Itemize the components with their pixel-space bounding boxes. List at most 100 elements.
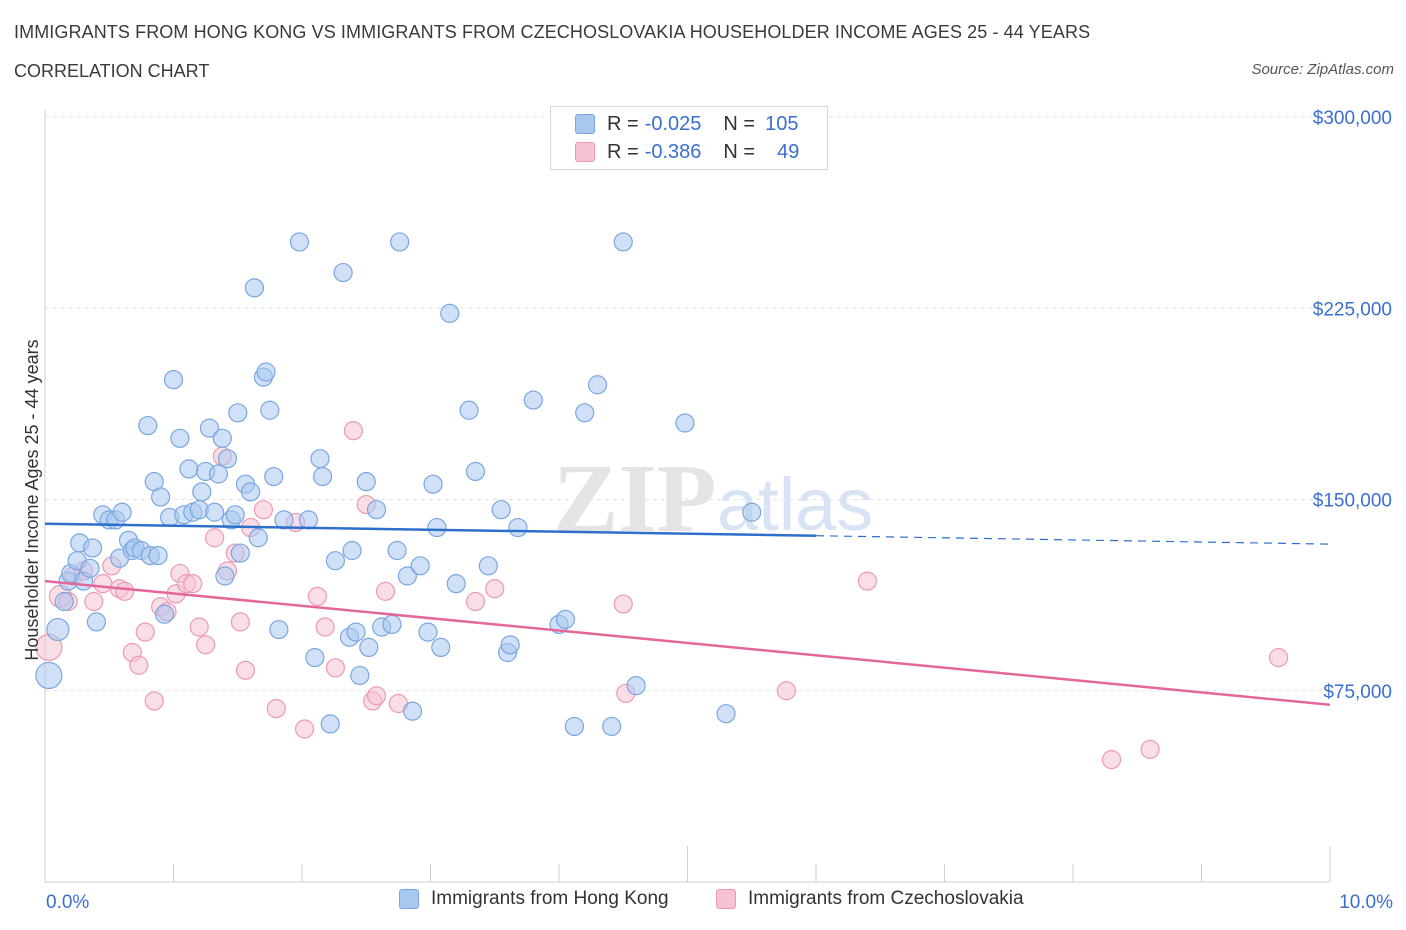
point-hong-kong xyxy=(587,375,608,395)
point-hong-kong xyxy=(555,609,576,629)
y-tick-label: $225,000 xyxy=(1313,299,1392,320)
legend-swatch-czechoslovakia xyxy=(716,889,736,909)
y-tick-label: $150,000 xyxy=(1313,491,1392,512)
point-hong-kong xyxy=(54,591,74,612)
point-hong-kong xyxy=(205,502,225,522)
r-value: -0.386 xyxy=(644,140,702,163)
point-hong-kong xyxy=(523,390,543,410)
swatch-czechoslovakia xyxy=(575,142,595,162)
trend-line-hong-kong xyxy=(44,522,817,537)
point-czechoslovakia xyxy=(205,528,225,548)
point-hong-kong xyxy=(260,400,280,420)
point-czechoslovakia xyxy=(115,581,135,601)
point-hong-kong xyxy=(440,303,460,323)
point-hong-kong xyxy=(112,502,132,522)
source-credit: Source: ZipAtlas.com xyxy=(1251,61,1394,78)
point-hong-kong xyxy=(163,370,184,390)
point-hong-kong xyxy=(170,428,190,448)
legend-item-hong-kong[interactable]: Immigrants from Hong Kong xyxy=(399,888,669,910)
point-hong-kong xyxy=(387,540,407,561)
watermark: ZIP atlas xyxy=(553,445,873,553)
point-hong-kong xyxy=(46,617,70,642)
point-czechoslovakia xyxy=(1268,647,1289,668)
point-hong-kong xyxy=(298,510,319,530)
point-hong-kong xyxy=(82,538,103,558)
point-czechoslovakia xyxy=(266,698,286,719)
watermark-zip: ZIP xyxy=(553,445,716,553)
point-hong-kong xyxy=(151,487,171,507)
r-value: -0.025 xyxy=(644,112,702,135)
point-hong-kong xyxy=(356,472,376,492)
point-hong-kong xyxy=(342,540,362,561)
watermark-atlas: atlas xyxy=(717,463,873,546)
point-hong-kong xyxy=(491,500,511,520)
y-tick-label: $300,000 xyxy=(1313,108,1392,129)
point-hong-kong xyxy=(80,558,100,578)
point-hong-kong xyxy=(248,528,268,548)
y-axis-title: Householder Income Ages 25 - 44 years xyxy=(22,339,42,660)
point-hong-kong xyxy=(269,619,289,640)
y-tick-label: $75,000 xyxy=(1323,682,1392,703)
point-czechoslovakia xyxy=(366,686,387,706)
point-hong-kong xyxy=(312,466,333,487)
point-czechoslovakia xyxy=(84,591,104,612)
point-hong-kong xyxy=(478,556,498,576)
point-czechoslovakia xyxy=(343,421,363,441)
point-czechoslovakia xyxy=(307,586,328,607)
point-hong-kong xyxy=(716,704,736,724)
point-hong-kong xyxy=(217,449,238,469)
point-hong-kong xyxy=(320,714,340,734)
point-czechoslovakia xyxy=(230,612,250,632)
chart-title: IMMIGRANTS FROM HONG KONG VS IMMIGRANTS … xyxy=(14,22,1091,42)
point-czechoslovakia xyxy=(465,591,486,612)
point-hong-kong xyxy=(410,556,430,576)
point-hong-kong xyxy=(199,418,220,438)
point-czechoslovakia xyxy=(135,622,155,642)
point-hong-kong xyxy=(346,622,366,642)
point-czechoslovakia xyxy=(294,719,315,739)
point-hong-kong xyxy=(359,637,379,658)
point-hong-kong xyxy=(228,403,248,423)
point-hong-kong xyxy=(274,510,294,530)
n-label: N = xyxy=(723,140,756,163)
x-tick-label: 0.0% xyxy=(46,892,89,913)
point-hong-kong xyxy=(148,545,168,566)
point-czechoslovakia xyxy=(196,635,216,655)
point-hong-kong xyxy=(256,362,276,382)
point-hong-kong xyxy=(179,459,199,479)
point-czechoslovakia xyxy=(613,594,633,614)
point-hong-kong xyxy=(402,701,423,721)
point-czechoslovakia xyxy=(325,658,346,678)
trend-line-czechoslovakia xyxy=(44,579,1331,707)
point-hong-kong xyxy=(459,400,479,420)
chart-subtitle: CORRELATION CHART xyxy=(14,61,210,81)
point-hong-kong xyxy=(350,665,370,686)
point-hong-kong xyxy=(244,278,265,298)
point-hong-kong xyxy=(675,413,695,433)
point-czechoslovakia xyxy=(857,571,878,591)
point-hong-kong xyxy=(310,449,330,469)
point-hong-kong xyxy=(575,403,595,423)
point-hong-kong xyxy=(390,232,410,252)
point-hong-kong xyxy=(208,464,229,484)
point-czechoslovakia xyxy=(183,574,203,594)
point-czechoslovakia xyxy=(776,681,797,701)
point-hong-kong xyxy=(500,635,520,655)
point-hong-kong xyxy=(35,661,63,690)
point-hong-kong xyxy=(241,482,261,502)
axis-layer xyxy=(44,110,1331,883)
point-hong-kong xyxy=(423,474,443,494)
legend-item-czechoslovakia[interactable]: Immigrants from Czechoslovakia xyxy=(716,888,1024,910)
point-hong-kong xyxy=(230,543,250,563)
point-hong-kong xyxy=(446,574,466,594)
point-hong-kong xyxy=(264,466,284,487)
point-hong-kong xyxy=(325,551,346,571)
point-hong-kong xyxy=(305,647,325,668)
point-hong-kong xyxy=(508,517,528,538)
trend-line-hong-kong-extension xyxy=(815,535,1331,545)
point-hong-kong xyxy=(154,604,175,624)
legend-label-hong-kong: Immigrants from Hong Kong xyxy=(431,888,669,909)
point-hong-kong xyxy=(431,637,451,658)
legend-swatch-hong-kong xyxy=(399,889,419,909)
